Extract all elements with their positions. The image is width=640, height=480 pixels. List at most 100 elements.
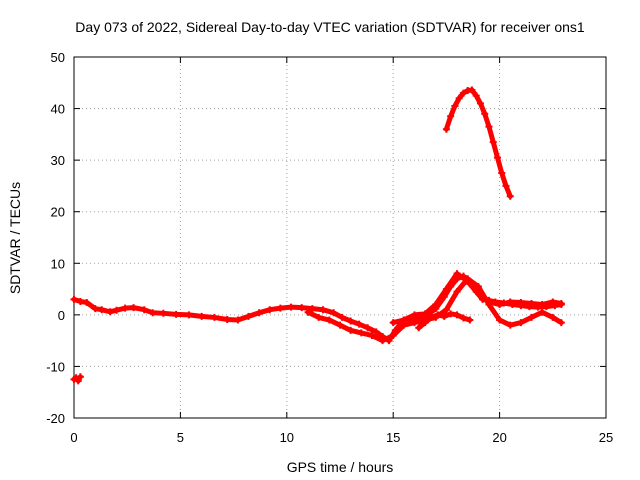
data-point bbox=[74, 377, 82, 385]
data-point bbox=[506, 298, 514, 306]
data-point bbox=[172, 310, 180, 318]
data-point bbox=[442, 285, 450, 293]
data-point bbox=[76, 297, 84, 305]
data-point bbox=[517, 319, 525, 327]
series-upper-branch bbox=[389, 270, 565, 327]
data-point bbox=[113, 306, 121, 314]
data-point bbox=[432, 301, 440, 309]
data-point bbox=[496, 301, 504, 309]
data-point bbox=[476, 99, 484, 107]
data-point bbox=[308, 305, 316, 313]
data-point bbox=[466, 316, 474, 324]
data-point bbox=[149, 309, 157, 317]
data-point bbox=[481, 110, 489, 118]
data-point bbox=[538, 308, 546, 316]
y-tick-label: 10 bbox=[51, 256, 65, 271]
data-point bbox=[442, 125, 450, 133]
y-tick-label: -20 bbox=[46, 411, 65, 426]
data-point bbox=[434, 311, 442, 319]
data-point bbox=[389, 319, 397, 327]
data-point bbox=[368, 331, 376, 339]
data-point bbox=[557, 300, 565, 308]
series-dip-branch bbox=[415, 310, 474, 332]
data-point bbox=[91, 305, 99, 313]
data-point bbox=[472, 92, 480, 100]
data-point bbox=[428, 313, 436, 321]
data-point bbox=[421, 319, 429, 327]
data-point bbox=[410, 319, 418, 327]
data-point bbox=[468, 86, 476, 94]
series-high-arc bbox=[442, 86, 514, 200]
data-point bbox=[447, 112, 455, 120]
data-point bbox=[453, 311, 461, 319]
data-point bbox=[336, 321, 344, 329]
x-tick-label: 10 bbox=[280, 430, 294, 445]
data-point bbox=[410, 311, 418, 319]
data-point bbox=[447, 310, 455, 318]
data-point bbox=[130, 304, 138, 312]
data-point bbox=[517, 298, 525, 306]
series-early-negative bbox=[70, 373, 84, 385]
data-point bbox=[364, 324, 372, 332]
data-point bbox=[489, 138, 497, 146]
x-tick-label: 0 bbox=[70, 430, 77, 445]
data-point bbox=[455, 94, 463, 102]
y-tick-label: -10 bbox=[46, 359, 65, 374]
data-point bbox=[557, 319, 565, 327]
series-line bbox=[443, 87, 513, 199]
data-point bbox=[453, 288, 461, 296]
data-point bbox=[440, 312, 448, 320]
data-point bbox=[298, 304, 306, 312]
data-point bbox=[223, 315, 231, 323]
data-point bbox=[502, 182, 510, 190]
data-series bbox=[70, 86, 565, 385]
data-point bbox=[498, 169, 506, 177]
y-axis-ticks: -20 -10 0 10 20 30 40 50 bbox=[46, 50, 606, 426]
data-point bbox=[538, 301, 546, 309]
data-point bbox=[549, 298, 557, 306]
data-point bbox=[330, 309, 338, 317]
data-point bbox=[474, 288, 482, 296]
data-point bbox=[106, 308, 114, 316]
x-tick-label: 15 bbox=[386, 430, 400, 445]
x-tick-label: 5 bbox=[177, 430, 184, 445]
data-point bbox=[496, 316, 504, 324]
data-point bbox=[451, 102, 459, 110]
data-point bbox=[266, 306, 274, 314]
data-point bbox=[485, 123, 493, 131]
y-tick-label: 50 bbox=[51, 50, 65, 65]
plot-frame bbox=[73, 56, 607, 419]
data-point bbox=[70, 295, 78, 303]
data-point bbox=[400, 316, 408, 324]
data-point bbox=[325, 316, 333, 324]
data-point bbox=[493, 154, 501, 162]
x-tick-label: 20 bbox=[492, 430, 506, 445]
data-point bbox=[549, 313, 557, 321]
data-point bbox=[159, 309, 167, 317]
data-point bbox=[379, 337, 387, 345]
data-point bbox=[442, 306, 450, 314]
data-point bbox=[415, 324, 423, 332]
y-tick-label: 20 bbox=[51, 205, 65, 220]
data-point bbox=[210, 313, 218, 321]
y-axis-label: SDTVAR / TECUs bbox=[7, 182, 23, 294]
chart-title: Day 073 of 2022, Sidereal Day-to-day VTE… bbox=[75, 19, 585, 35]
data-point bbox=[121, 304, 129, 312]
data-point bbox=[355, 320, 363, 328]
data-point bbox=[198, 312, 206, 320]
data-point bbox=[319, 306, 327, 314]
data-point bbox=[287, 303, 295, 311]
data-point bbox=[453, 270, 461, 278]
data-point bbox=[347, 317, 355, 325]
y-tick-label: 30 bbox=[51, 153, 65, 168]
data-point bbox=[506, 192, 514, 200]
x-axis-label: GPS time / hours bbox=[287, 459, 394, 475]
data-point bbox=[234, 316, 242, 324]
data-point bbox=[528, 300, 536, 308]
y-tick-label: 40 bbox=[51, 102, 65, 117]
data-point bbox=[83, 298, 91, 306]
data-point bbox=[464, 277, 472, 285]
data-point bbox=[372, 328, 380, 336]
